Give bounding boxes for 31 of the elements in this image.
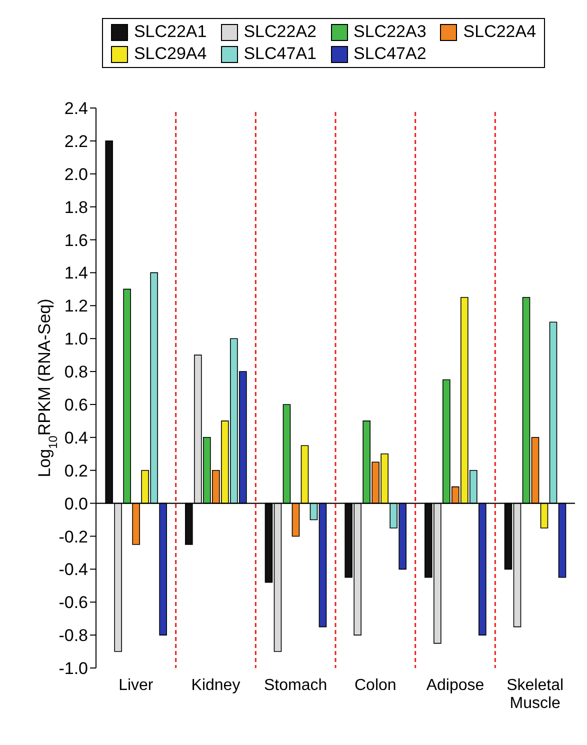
y-tick-label: -0.6 <box>58 593 88 612</box>
y-tick-label: 1.4 <box>64 264 88 283</box>
y-tick-label: -0.8 <box>58 626 88 646</box>
x-tick-label: Adipose <box>426 677 484 694</box>
y-tick-label: 1.6 <box>64 230 88 250</box>
y-tick-label: 2.2 <box>64 132 88 151</box>
legend-label: SLC22A2 <box>244 22 316 42</box>
x-tick-label: Liver <box>118 677 154 694</box>
y-tick-label: 0.0 <box>64 494 88 514</box>
y-tick-label: 0.6 <box>64 396 88 415</box>
legend-label: SLC22A1 <box>134 22 207 42</box>
legend-label: SLC47A2 <box>354 44 426 64</box>
x-tick-label: Stomach <box>264 677 328 694</box>
x-tick-label: Skeletal Muscle <box>506 677 564 712</box>
y-tick-label: 0.2 <box>64 461 88 480</box>
y-tick-label: -1.0 <box>58 659 88 678</box>
y-tick-label: 0.8 <box>64 362 88 382</box>
x-tick-label: Colon <box>354 677 396 694</box>
x-tick-label: Kidney <box>191 677 240 694</box>
legend-label: SLC29A4 <box>134 44 207 64</box>
legend-label: SLC22A4 <box>463 22 536 42</box>
y-tick-label: 1.0 <box>64 330 88 349</box>
y-tick-label: 0.4 <box>64 428 88 448</box>
legend-label: SLC47A1 <box>244 44 316 64</box>
y-tick-label: 1.2 <box>64 296 88 316</box>
y-tick-label: -0.4 <box>58 560 88 580</box>
y-tick-label: 1.8 <box>64 198 88 217</box>
y-tick-label: 2.4 <box>64 99 88 118</box>
legend-label: SLC22A3 <box>354 22 426 42</box>
y-tick-label: -0.2 <box>58 527 88 546</box>
y-tick-label: 2.0 <box>64 164 88 184</box>
